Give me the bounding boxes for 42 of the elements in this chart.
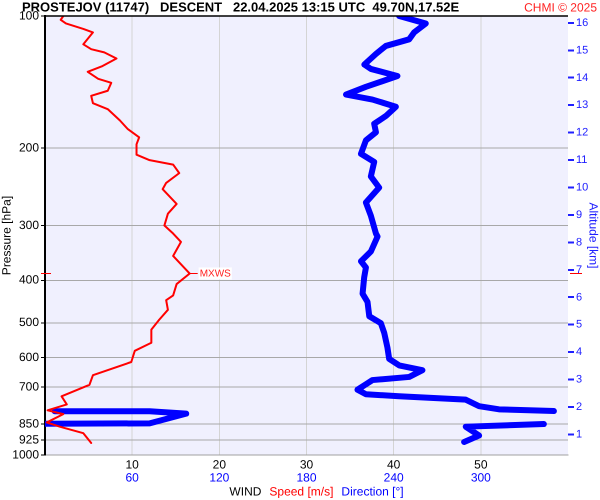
x2-tick-label: 180 [296, 470, 317, 484]
annotation: MXWS [200, 268, 232, 280]
y2-tick-label: 6 [576, 291, 582, 304]
x-tick-label: 20 [212, 458, 226, 472]
y2-tick-label: 2 [576, 401, 582, 414]
x2-tick-label: 60 [125, 470, 140, 484]
text: CHMI © 2025 [524, 0, 598, 14]
y-tick-label: 600 [18, 350, 40, 364]
x2-tick-label: 300 [470, 470, 492, 484]
y2-tick-label: 13 [576, 99, 588, 112]
y2-tick-label: 7 [576, 264, 582, 276]
x2-tick-label: 120 [209, 470, 230, 484]
y2-tick-label: 5 [576, 318, 582, 331]
y2-tick-label: 9 [576, 208, 582, 221]
y-tick-label: 850 [18, 416, 40, 430]
x-tick-label: 50 [474, 458, 488, 472]
y2-tick-label: 14 [576, 72, 588, 84]
y2-tick-label: 10 [576, 182, 588, 194]
y2-tick-label: 3 [576, 374, 582, 386]
y2-tick-label: 4 [576, 346, 582, 358]
y2-tick-label: 16 [576, 16, 588, 29]
x-tick-label: 10 [125, 458, 140, 472]
y2-axis-title: Altitude [km] [586, 202, 600, 269]
y-tick-label: 300 [18, 218, 40, 232]
y2-tick-label: 1 [576, 428, 582, 440]
text: Speed [m/s] [269, 484, 334, 498]
y-tick-label: 1000 [12, 447, 40, 462]
y2-tick-label: 11 [576, 154, 588, 166]
y2-tick-label: 12 [576, 126, 588, 139]
y-tick-label: 700 [18, 379, 40, 394]
y2-tick-label: 15 [576, 44, 588, 56]
y-tick-label: 500 [18, 315, 40, 330]
x-axis-title: WIND [229, 484, 262, 498]
x-tick-label: 30 [300, 458, 314, 472]
x-tick-label: 40 [386, 458, 401, 472]
y-tick-label: 400 [18, 272, 40, 287]
text: Direction [°] [341, 484, 404, 498]
y-axis-title: Pressure [hPa] [0, 196, 14, 276]
x2-tick-label: 240 [384, 470, 404, 484]
y2-tick-label: 8 [576, 236, 582, 248]
y-tick-label: 200 [18, 140, 40, 154]
y-tick-label: 925 [18, 432, 40, 446]
